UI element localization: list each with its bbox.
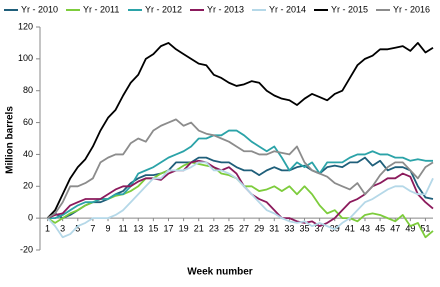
- x-tick-label: 15: [148, 224, 158, 234]
- y-tick-label: -20: [20, 244, 33, 254]
- y-tick-label: 100: [18, 53, 33, 63]
- series-line: [46, 42, 434, 219]
- x-tick-label: 25: [224, 224, 234, 234]
- x-tick-label: 31: [269, 224, 279, 234]
- legend-label: Yr - 2011: [83, 4, 119, 14]
- x-tick-label: 9: [106, 224, 111, 234]
- legend-label: Yr - 2012: [145, 4, 182, 14]
- x-tick-label: 13: [133, 224, 143, 234]
- x-tick-label: 11: [118, 224, 127, 234]
- y-tick-label: 20: [23, 181, 33, 191]
- series-line: [47, 118, 434, 219]
- x-tick-label: 27: [239, 224, 249, 234]
- x-tick-label: 47: [390, 224, 400, 234]
- x-tick-label: 37: [315, 224, 325, 234]
- y-tick-label: 0: [28, 213, 33, 223]
- legend-label: Yr - 2013: [207, 4, 244, 14]
- series-line: [46, 161, 434, 239]
- legend-label: Yr - 2016: [393, 4, 430, 14]
- series-line: [47, 159, 434, 228]
- x-tick-label: 33: [284, 224, 294, 234]
- x-tick-label: 5: [75, 224, 80, 234]
- series-line: [47, 129, 433, 220]
- x-tick-label: 19: [179, 224, 189, 234]
- x-tick-label: 51: [420, 224, 430, 234]
- x-tick-label: 17: [163, 224, 173, 234]
- legend-label: Yr - 2015: [331, 4, 368, 14]
- legend-label: Yr - 2014: [269, 4, 306, 14]
- x-tick-label: 3: [60, 224, 65, 234]
- x-tick-label: 29: [254, 224, 264, 234]
- series-line: [47, 156, 434, 220]
- y-axis-title: Million barrels: [5, 106, 16, 174]
- x-tick-label: 21: [194, 224, 204, 234]
- y-tick-label: 80: [23, 85, 33, 95]
- x-tick-label: 35: [300, 224, 310, 234]
- x-tick-label: 43: [360, 224, 370, 234]
- y-tick-label: 60: [23, 117, 33, 127]
- y-tick-label: 120: [18, 21, 33, 31]
- x-tick-label: 49: [405, 224, 415, 234]
- x-tick-label: 1: [45, 224, 50, 234]
- legend-label: Yr - 2010: [21, 4, 58, 14]
- y-tick-label: 40: [23, 149, 33, 159]
- x-tick-label: 45: [375, 224, 385, 234]
- x-tick-label: 41: [345, 224, 355, 234]
- x-tick-label: 23: [209, 224, 219, 234]
- x-tick-label: 7: [90, 224, 95, 234]
- x-axis-title: Week number: [187, 267, 252, 278]
